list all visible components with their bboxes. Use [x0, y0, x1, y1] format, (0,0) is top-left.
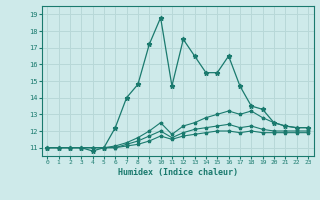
X-axis label: Humidex (Indice chaleur): Humidex (Indice chaleur) — [118, 168, 237, 177]
